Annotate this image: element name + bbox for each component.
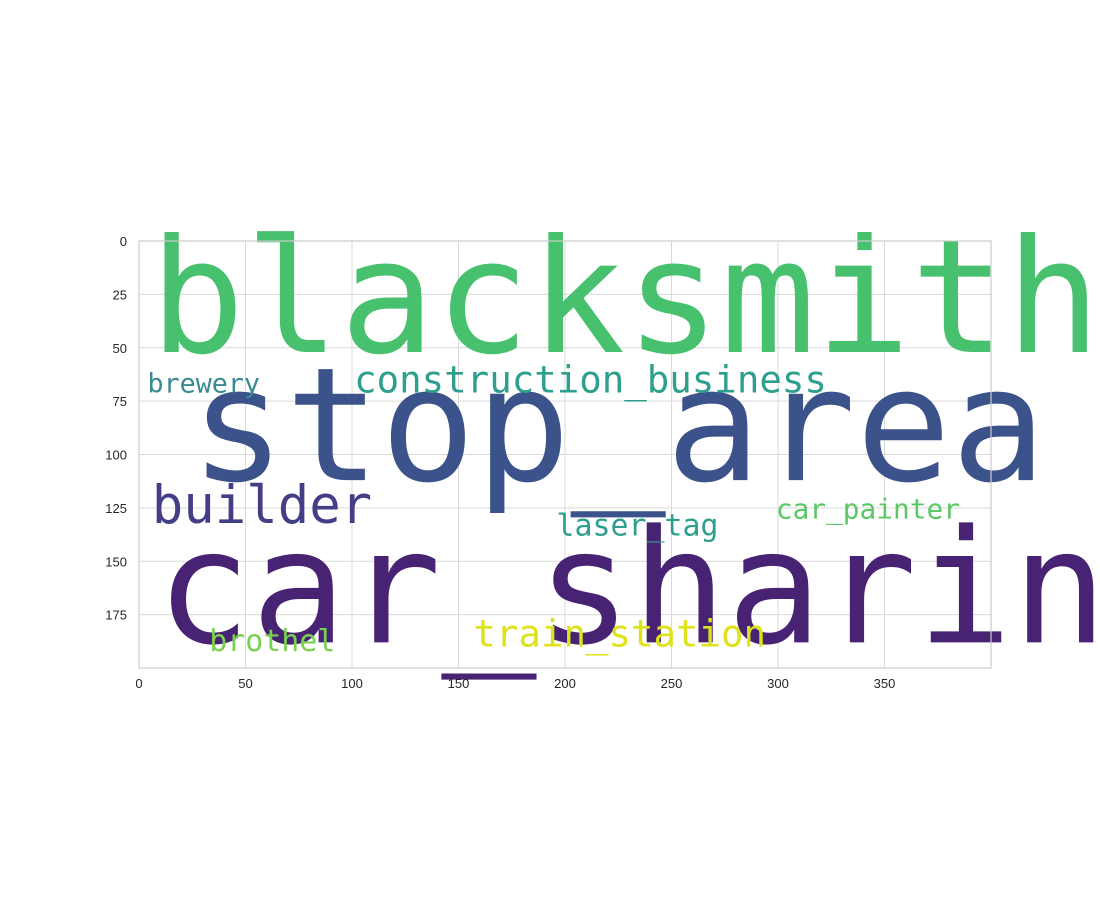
word-blacksmith: blacksmith	[150, 206, 1100, 390]
word-car-painter: car_painter	[776, 493, 960, 527]
x-tick-label: 150	[448, 676, 470, 691]
y-tick-label: 75	[113, 394, 127, 409]
y-tick-label: 150	[105, 554, 127, 569]
x-tick-label: 100	[341, 676, 363, 691]
word-car-sharing: car_sharing	[156, 496, 1100, 680]
word-brewery: brewery	[148, 369, 260, 400]
x-axis: 0 50 100 150 200 250 300 350	[135, 676, 895, 691]
x-tick-label: 0	[135, 676, 142, 691]
y-tick-label: 175	[105, 608, 127, 623]
x-tick-label: 250	[661, 676, 683, 691]
y-tick-label: 100	[105, 448, 127, 463]
x-tick-label: 50	[238, 676, 252, 691]
word-train-station: train_station	[473, 612, 766, 657]
y-tick-label: 50	[113, 341, 127, 356]
word-brothel: brothel	[209, 624, 335, 659]
y-tick-label: 125	[105, 501, 127, 516]
y-axis: 0 25 50 75 100 125 150 175	[105, 234, 127, 623]
word-stop-area: stop_area	[190, 334, 1046, 518]
word-construction-business: construction_business	[354, 358, 827, 403]
x-tick-label: 200	[554, 676, 576, 691]
word-laser-tag: laser_tag	[556, 509, 718, 544]
x-tick-label: 300	[767, 676, 789, 691]
word-builder: builder	[152, 475, 372, 536]
y-tick-label: 0	[120, 234, 127, 249]
axes-frame	[138, 240, 992, 669]
x-tick-label: 350	[874, 676, 896, 691]
y-tick-label: 25	[113, 287, 127, 302]
